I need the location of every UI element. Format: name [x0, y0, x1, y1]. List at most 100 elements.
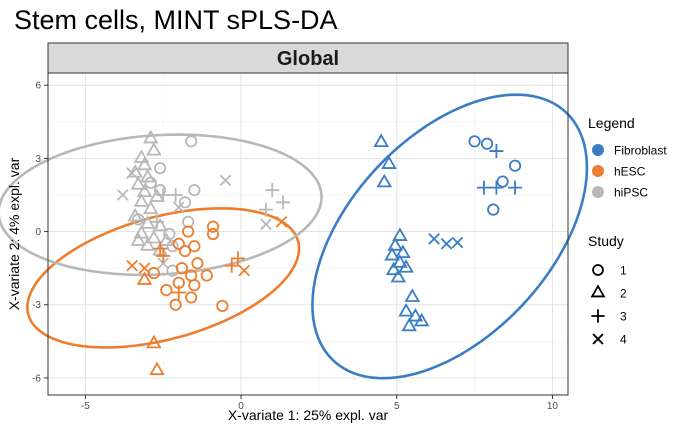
y-tick-label: -6: [32, 373, 41, 384]
point-hipsc-study-4: [172, 201, 185, 214]
point-hesc-study-1: [188, 279, 201, 292]
point-hipsc-study-4: [260, 218, 272, 231]
point-hipsc-study-1: [185, 135, 198, 148]
point-hipsc-study-1: [166, 240, 179, 253]
point-hesc-study-1: [178, 244, 192, 258]
point-hesc-study-3: [153, 241, 168, 256]
point-hesc-study-1: [185, 291, 198, 304]
shape-legend-items: 1 2 3 4: [590, 264, 627, 347]
chart-title: Stem cells, MINT sPLS-DA: [14, 5, 338, 35]
ellipse-hipsc: [0, 133, 323, 277]
legend-label-study-4: 4: [620, 333, 627, 347]
point-hipsc-study-1: [153, 162, 167, 175]
color-legend-items: Fibroblast hESC hiPSC: [592, 144, 667, 200]
point-fibroblast-study-2: [392, 254, 408, 268]
point-hesc-study-1: [191, 257, 204, 270]
point-fibroblast-study-2: [384, 246, 400, 261]
point-hesc-study-4: [138, 262, 151, 274]
y-tick-label: 0: [35, 227, 41, 238]
point-fibroblast-study-2: [381, 155, 397, 169]
point-hesc-study-3: [171, 285, 186, 300]
point-hipsc-study-3: [258, 202, 273, 217]
point-hipsc-study-3: [156, 187, 171, 202]
point-hipsc-study-1: [188, 183, 201, 197]
legend-shape-study-1: [592, 264, 604, 276]
point-hesc-study-2: [149, 361, 165, 376]
ellipse-fibroblast: [311, 93, 589, 380]
point-fibroblast-study-2: [373, 133, 389, 148]
point-hesc-study-3: [230, 251, 245, 266]
y-axis-ticks: -6 -3 0 3 6: [32, 81, 48, 384]
point-hipsc-study-4: [126, 167, 138, 179]
point-hesc-study-1: [169, 298, 182, 311]
legend: Legend Fibroblast hESC hiPSC Study 1 2 3 4: [588, 115, 667, 347]
x-tick-label: 0: [238, 401, 244, 412]
point-hipsc-study-2: [130, 176, 147, 190]
confidence-ellipses: [0, 93, 589, 380]
point-fibroblast-study-2: [385, 261, 402, 276]
x-tick-label: 5: [394, 401, 400, 412]
point-hesc-study-2: [136, 271, 153, 285]
plot-panel-border: [47, 72, 569, 396]
point-hipsc-study-2: [130, 232, 147, 246]
point-hipsc-study-3: [276, 195, 291, 210]
point-fibroblast-study-1: [508, 159, 522, 172]
point-hesc-study-4: [238, 264, 251, 277]
data-points: [116, 129, 523, 376]
legend-label-hesc: hESC: [614, 165, 646, 179]
legend-label-study-3: 3: [620, 310, 627, 324]
legend-swatch-fibroblast: [592, 144, 604, 156]
legend-label-hipsc: hiPSC: [614, 186, 648, 200]
point-fibroblast-study-2: [413, 312, 430, 327]
point-hesc-study-1: [172, 237, 185, 250]
point-fibroblast-study-3: [489, 180, 504, 195]
point-fibroblast-study-1: [487, 203, 500, 216]
color-legend-title: Legend: [588, 115, 635, 131]
legend-shape-study-2: [590, 284, 606, 298]
point-fibroblast-study-4: [428, 233, 440, 245]
point-hesc-study-1: [206, 220, 220, 233]
x-tick-label: 10: [547, 401, 559, 412]
legend-shape-study-3: [591, 309, 605, 323]
point-hesc-study-1: [182, 225, 195, 238]
point-fibroblast-study-2: [392, 227, 408, 241]
point-fibroblast-study-2: [395, 244, 411, 259]
point-hesc-study-4: [126, 259, 138, 272]
point-hipsc-study-2: [158, 232, 175, 246]
point-hipsc-study-4: [157, 257, 170, 270]
point-fibroblast-study-2: [390, 268, 407, 283]
point-fibroblast-study-3: [476, 180, 491, 195]
point-hipsc-study-2: [136, 156, 153, 171]
point-hipsc-study-2: [136, 183, 153, 198]
point-fibroblast-study-2: [404, 288, 421, 302]
point-hipsc-study-2: [133, 224, 150, 239]
y-tick-label: 3: [35, 154, 41, 165]
point-hipsc-study-2: [146, 142, 162, 156]
point-hipsc-study-2: [146, 229, 162, 244]
y-axis-label: X-variate 2: 4% expl. var: [6, 157, 22, 310]
point-hesc-study-1: [160, 284, 173, 297]
point-hipsc-study-2: [139, 168, 156, 183]
point-hipsc-study-2: [133, 149, 150, 163]
legend-shape-study-4: [592, 333, 604, 345]
point-hipsc-study-4: [219, 174, 232, 187]
y-tick-label: 6: [35, 81, 41, 92]
point-hipsc-study-4: [116, 189, 129, 201]
point-hipsc-study-2: [142, 129, 159, 144]
point-fibroblast-study-1: [468, 135, 481, 148]
point-fibroblast-study-3: [508, 180, 523, 195]
point-hesc-study-1: [175, 262, 188, 275]
point-hesc-study-1: [216, 299, 229, 313]
point-fibroblast-study-4: [440, 237, 453, 250]
legend-label-study-1: 1: [620, 264, 627, 278]
facet-strip: [47, 42, 569, 74]
point-fibroblast-study-3: [489, 144, 504, 159]
point-fibroblast-study-2: [398, 259, 414, 273]
facet-strip-label: Global: [277, 48, 339, 70]
legend-label-fibroblast: Fibroblast: [614, 144, 667, 158]
x-tick-label: -5: [81, 401, 90, 412]
legend-swatch-hesc: [592, 165, 604, 177]
point-fibroblast-study-1: [480, 137, 494, 150]
point-hesc-study-2: [146, 334, 162, 349]
